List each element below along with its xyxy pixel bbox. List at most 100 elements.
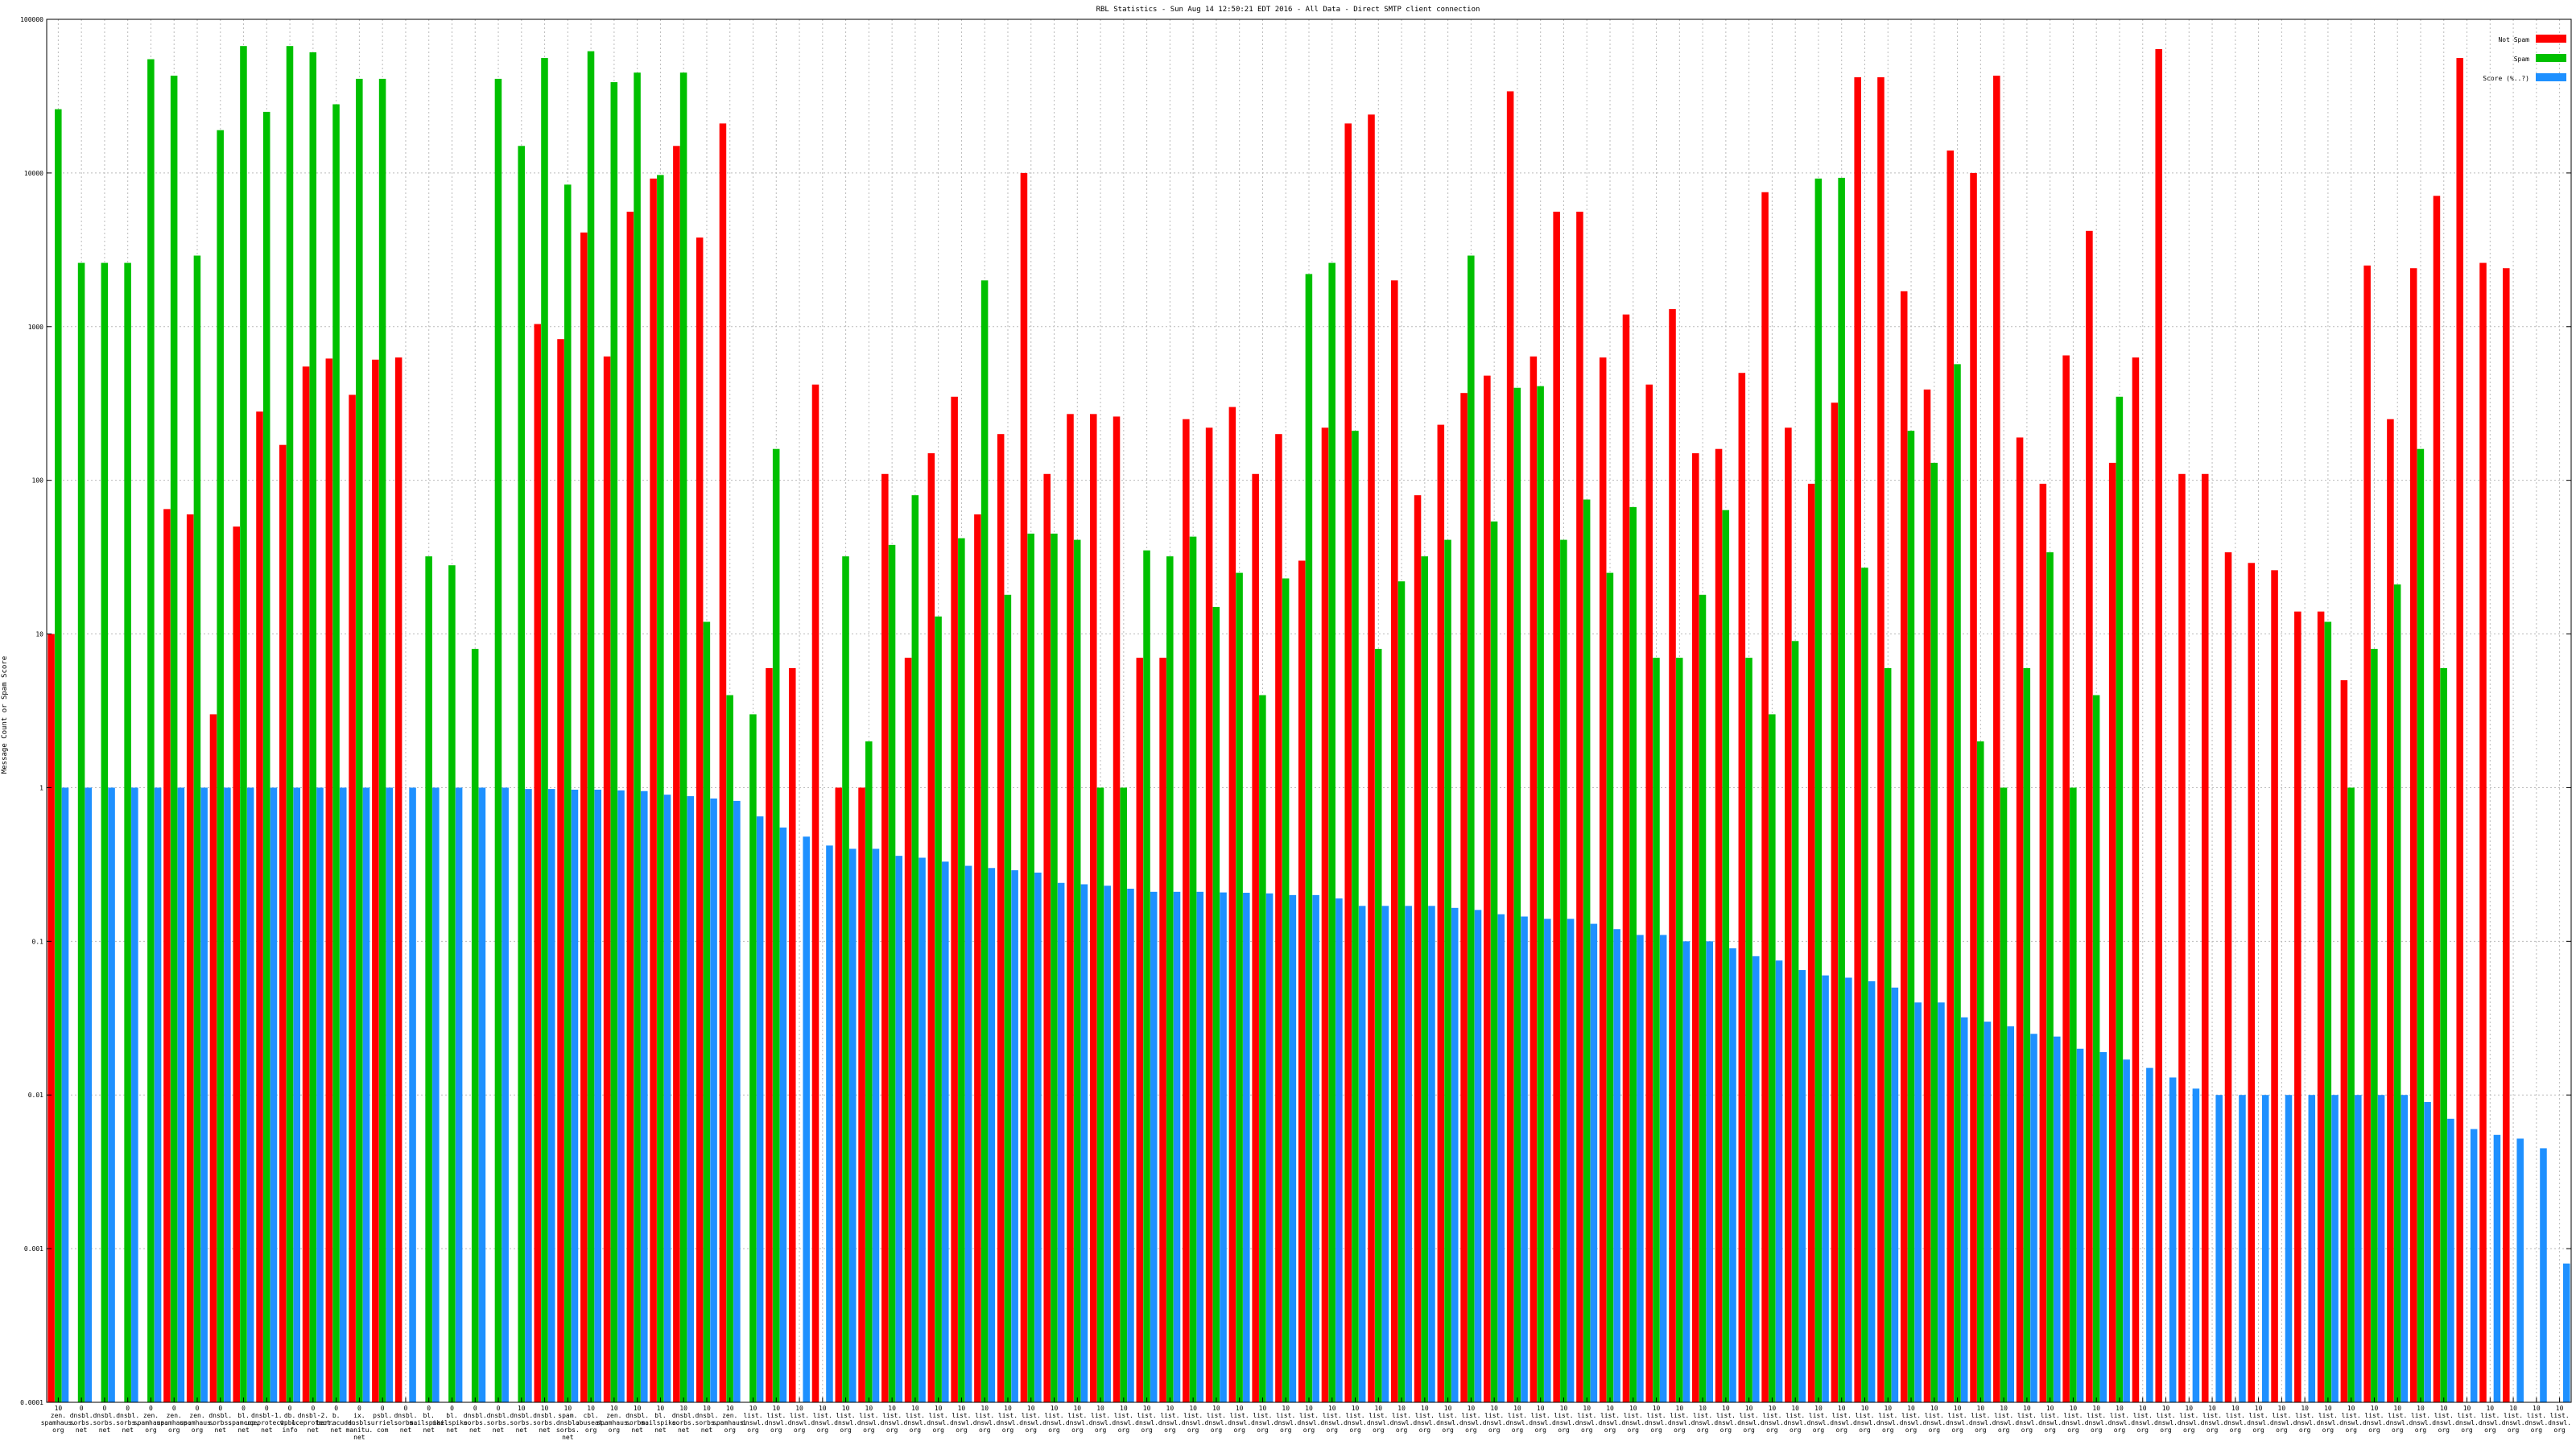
x-tick-label: dnsbl. [116,1412,139,1419]
bar-score [1335,898,1343,1402]
bar-score [1428,906,1435,1402]
bar-score [942,861,949,1402]
x-tick-label: list. [2388,1412,2407,1419]
bar-not-spam [580,232,588,1402]
bar-spam [2440,667,2447,1402]
x-tick-label: dnswl. [2270,1419,2293,1426]
x-tick-label: org [2299,1426,2311,1434]
x-tick-label: 10 [772,1405,780,1412]
x-tick-label: org [1164,1426,1176,1434]
x-tick-label: dnswl. [2293,1419,2317,1426]
x-tick-label: 10 [958,1405,966,1412]
y-tick-label: 0.1 [32,938,44,945]
bar-not-spam [1761,192,1769,1403]
bar-not-spam [858,787,865,1402]
x-tick-label: dnswl. [1413,1419,1436,1426]
bar-spam [1653,658,1660,1402]
x-tick-label: 10 [1722,1405,1730,1412]
bar-spam [262,111,270,1403]
x-tick-label: org [886,1426,898,1434]
bar-not-spam [927,453,935,1402]
x-tick-label: org [1743,1426,1755,1434]
x-tick-label: org [1905,1426,1918,1434]
x-tick-label: org [2091,1426,2103,1434]
x-tick-label: 10 [610,1405,618,1412]
x-tick-label: 10 [1537,1405,1545,1412]
y-tick-label: 1 [39,784,43,791]
bar-spam [1259,695,1266,1402]
x-tick-label: dnswl. [1621,1419,1645,1426]
bar-score [1544,919,1551,1402]
x-tick-label: list. [1368,1412,1388,1419]
x-tick-label: 10 [1560,1405,1568,1412]
bar-score [339,787,347,1402]
bar-spam [587,51,595,1402]
x-tick-label: sorbs. [208,1419,232,1426]
x-tick-label: list. [2411,1412,2430,1419]
bar-score [1080,884,1088,1402]
x-tick-label: org [1835,1426,1847,1434]
x-tick-label: sorbs. [533,1419,556,1426]
bar-spam [1838,177,1845,1402]
bar-not-spam [1715,448,1723,1403]
x-tick-label: 10 [2371,1405,2379,1412]
bar-score [988,868,996,1402]
bar-not-spam [1321,427,1329,1402]
x-tick-label: org [794,1426,806,1434]
bar-score [154,787,162,1402]
bar-score [1497,914,1505,1402]
x-tick-label: dnswl. [788,1419,811,1426]
bar-score [687,796,695,1402]
x-tick-label: 10 [587,1405,595,1412]
x-tick-label: bl. [423,1412,434,1419]
x-tick-label: org [1628,1426,1640,1434]
bar-spam [610,82,618,1402]
x-tick-label: dnswl. [2085,1419,2108,1426]
bar-spam [564,184,572,1403]
x-tick-label: dnswl. [1714,1419,1737,1426]
x-tick-label: list. [1484,1412,1504,1419]
bar-spam [1583,499,1591,1402]
bar-score [386,787,394,1402]
x-tick-label: dnswl. [1575,1419,1599,1426]
bar-spam [1745,658,1752,1402]
legend-label: Spam [2514,56,2529,63]
bar-score [1567,919,1575,1402]
x-tick-label: list. [975,1412,994,1419]
x-tick-label: org [1929,1426,1941,1434]
bar-score [1775,960,1783,1402]
x-tick-label: dnswl. [741,1419,765,1426]
bar-spam [1699,594,1707,1402]
x-tick-label: 0 [357,1405,361,1412]
x-tick-label: dnswl. [1182,1419,1205,1426]
x-tick-label: org [2345,1426,2357,1434]
bar-spam [634,72,641,1403]
legend-swatch [2536,54,2566,62]
x-tick-label: net [76,1426,88,1434]
x-tick-label: org [2368,1426,2380,1434]
bar-score [246,787,254,1402]
x-tick-label: org [1859,1426,1871,1434]
x-tick-label: dnswl. [1922,1419,1946,1426]
x-tick-label: 10 [1143,1405,1151,1412]
bar-score [1729,948,1736,1402]
x-tick-label: dnsbl. [533,1412,556,1419]
bar-not-spam [233,526,241,1402]
x-tick-label: 10 [1884,1405,1892,1412]
bar-not-spam [673,146,680,1402]
bar-score [2285,1095,2293,1402]
y-tick-label: 0.0001 [20,1399,43,1406]
x-tick-label: org [724,1426,737,1434]
x-tick-label: list. [2017,1412,2037,1419]
bar-score [1868,980,1876,1402]
x-tick-label: spamcop. [228,1419,259,1426]
x-tick-label: 0 [196,1405,200,1412]
bar-not-spam [1391,280,1398,1402]
x-tick-label: spamhaus. [134,1419,168,1426]
x-tick-label: list. [2133,1412,2153,1419]
x-tick-label: list. [1067,1412,1087,1419]
bar-score [547,789,555,1402]
x-tick-label: 10 [703,1405,711,1412]
bar-spam [1629,506,1637,1402]
